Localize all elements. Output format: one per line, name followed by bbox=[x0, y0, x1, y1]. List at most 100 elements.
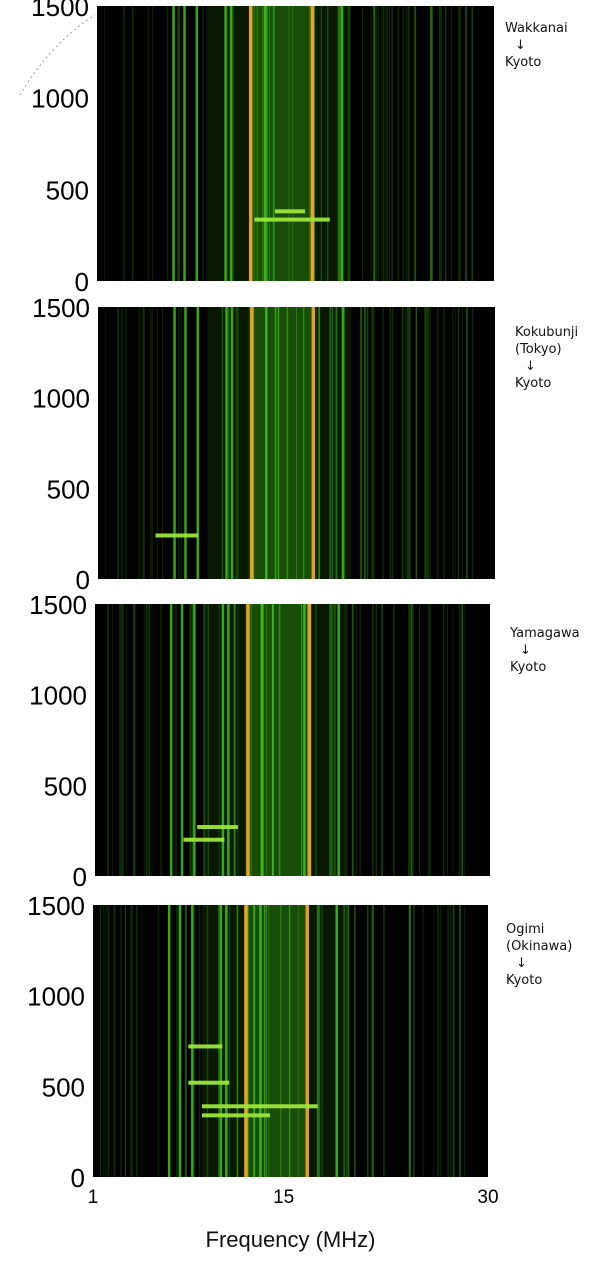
interference-line bbox=[429, 604, 431, 876]
interference-line bbox=[107, 604, 109, 876]
interference-line bbox=[354, 905, 356, 1177]
top-left-artifact bbox=[19, 14, 96, 96]
plot-area bbox=[97, 6, 494, 281]
broadcast-line bbox=[225, 307, 228, 579]
echo-trace bbox=[254, 217, 330, 222]
interference-line bbox=[375, 6, 377, 281]
broadcast-line bbox=[225, 905, 228, 1177]
route-label-line: Kyoto bbox=[510, 660, 547, 675]
interference-line bbox=[440, 6, 443, 281]
interference-line bbox=[405, 6, 408, 281]
interference-line bbox=[352, 604, 355, 876]
interference-line bbox=[429, 6, 432, 281]
interference-line bbox=[126, 604, 128, 876]
interference-line bbox=[429, 6, 432, 281]
interference-line bbox=[457, 307, 459, 579]
interference-line bbox=[344, 604, 346, 876]
interference-line bbox=[103, 6, 105, 281]
broadcast-line bbox=[224, 6, 227, 281]
interference-line bbox=[422, 905, 424, 1177]
interference-line bbox=[427, 604, 429, 876]
interference-line bbox=[391, 6, 394, 281]
interference-line bbox=[336, 307, 338, 579]
interference-line bbox=[264, 905, 266, 1177]
y-tick-label: 1000 bbox=[31, 84, 89, 114]
interference-line bbox=[383, 905, 385, 1177]
interference-line bbox=[437, 307, 439, 579]
interference-line bbox=[439, 6, 441, 281]
interference-line bbox=[442, 604, 445, 876]
interference-line bbox=[120, 307, 122, 579]
interference-line bbox=[347, 6, 350, 281]
interference-line bbox=[313, 6, 316, 281]
interference-line bbox=[366, 905, 368, 1177]
interference-line bbox=[407, 307, 410, 579]
interference-line bbox=[237, 307, 239, 579]
interference-line bbox=[446, 604, 449, 876]
interference-line bbox=[409, 905, 412, 1177]
route-label: Ogimi (Okinawa) ↓ Kyoto bbox=[506, 921, 572, 989]
interference-line bbox=[360, 307, 362, 579]
interference-line bbox=[315, 307, 317, 579]
interference-line bbox=[123, 6, 125, 281]
interference-line bbox=[107, 905, 110, 1177]
interference-line bbox=[162, 307, 164, 579]
interference-line bbox=[458, 6, 460, 281]
interference-line bbox=[166, 6, 169, 281]
interference-line bbox=[320, 6, 322, 281]
interference-line bbox=[302, 307, 305, 579]
interference-line bbox=[372, 307, 374, 579]
y-tick-label: 1500 bbox=[31, 0, 89, 22]
interference-line bbox=[402, 307, 404, 579]
interference-line bbox=[444, 6, 447, 281]
interference-line bbox=[333, 604, 335, 876]
interference-line bbox=[381, 604, 383, 876]
interference-line bbox=[288, 905, 291, 1177]
interference-line bbox=[178, 6, 180, 281]
interference-line bbox=[345, 905, 347, 1177]
interference-line bbox=[113, 905, 115, 1177]
interference-line bbox=[177, 905, 179, 1177]
route-label-line: ↓ bbox=[520, 643, 531, 658]
interference-line bbox=[207, 604, 210, 876]
interference-line bbox=[445, 6, 447, 281]
interference-line bbox=[174, 604, 176, 876]
interference-line bbox=[148, 604, 151, 876]
interference-line bbox=[142, 307, 145, 579]
interference-line bbox=[415, 307, 418, 579]
interference-line bbox=[152, 6, 153, 281]
interference-line bbox=[177, 6, 180, 281]
interference-line bbox=[121, 604, 123, 876]
echo-trace bbox=[155, 533, 198, 538]
y-tick-label: 0 bbox=[75, 267, 89, 297]
plot-area bbox=[93, 905, 488, 1177]
interference-line bbox=[151, 307, 153, 579]
interference-line bbox=[248, 307, 250, 579]
interference-line bbox=[245, 604, 247, 876]
broadcast-line bbox=[261, 604, 264, 876]
interference-line bbox=[472, 6, 473, 281]
interference-line bbox=[361, 6, 364, 281]
echo-trace bbox=[197, 825, 239, 830]
interference-line bbox=[437, 905, 439, 1177]
interference-line bbox=[371, 6, 373, 281]
interference-line bbox=[99, 905, 101, 1177]
interference-line bbox=[147, 6, 150, 281]
interference-line bbox=[471, 6, 473, 281]
interference-line bbox=[176, 604, 178, 876]
interference-line bbox=[256, 6, 258, 281]
strong-line bbox=[248, 6, 253, 281]
interference-line bbox=[335, 307, 337, 579]
interference-line bbox=[329, 604, 332, 876]
interference-line bbox=[402, 6, 405, 281]
x-tick-label: 1 bbox=[88, 1187, 99, 1208]
interference-line bbox=[247, 905, 249, 1177]
interference-line bbox=[465, 6, 467, 281]
interference-line bbox=[464, 905, 466, 1177]
interference-line bbox=[409, 307, 411, 579]
broadcast-line bbox=[335, 905, 338, 1177]
interference-line bbox=[424, 307, 427, 579]
plot-area bbox=[95, 604, 490, 876]
interference-line bbox=[309, 6, 311, 281]
interference-line bbox=[419, 604, 421, 876]
